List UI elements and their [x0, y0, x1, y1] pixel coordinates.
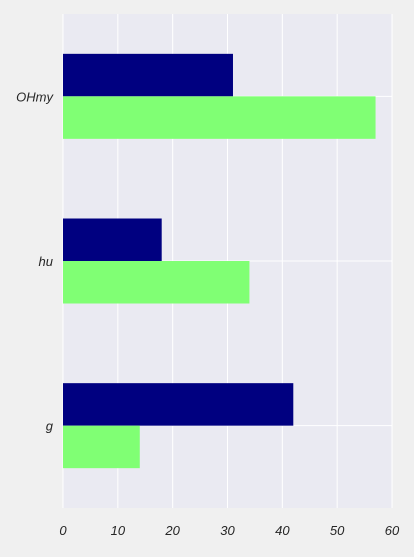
y-tick-label: g [46, 419, 54, 434]
bar-series1-hu [63, 218, 162, 261]
bar-series2-ohmy [63, 96, 376, 139]
x-tick-label: 0 [59, 523, 67, 538]
x-tick-label: 10 [111, 523, 126, 538]
y-tick-labels: OHmy hu g [16, 89, 54, 433]
bars [63, 53, 376, 469]
y-tick-label: OHmy [16, 89, 54, 104]
x-tick-labels: 0 10 20 30 40 50 60 [59, 523, 400, 538]
x-tick-label: 40 [275, 523, 290, 538]
x-tick-label: 30 [220, 523, 235, 538]
bar-series2-g [63, 425, 140, 469]
bar-series1-ohmy [63, 53, 233, 97]
x-tick-label: 60 [385, 523, 400, 538]
x-tick-label: 20 [164, 523, 180, 538]
y-tick-label: hu [39, 254, 53, 269]
bar-series2-hu [63, 261, 250, 304]
bar-series1-g [63, 383, 294, 426]
x-tick-label: 50 [330, 523, 345, 538]
